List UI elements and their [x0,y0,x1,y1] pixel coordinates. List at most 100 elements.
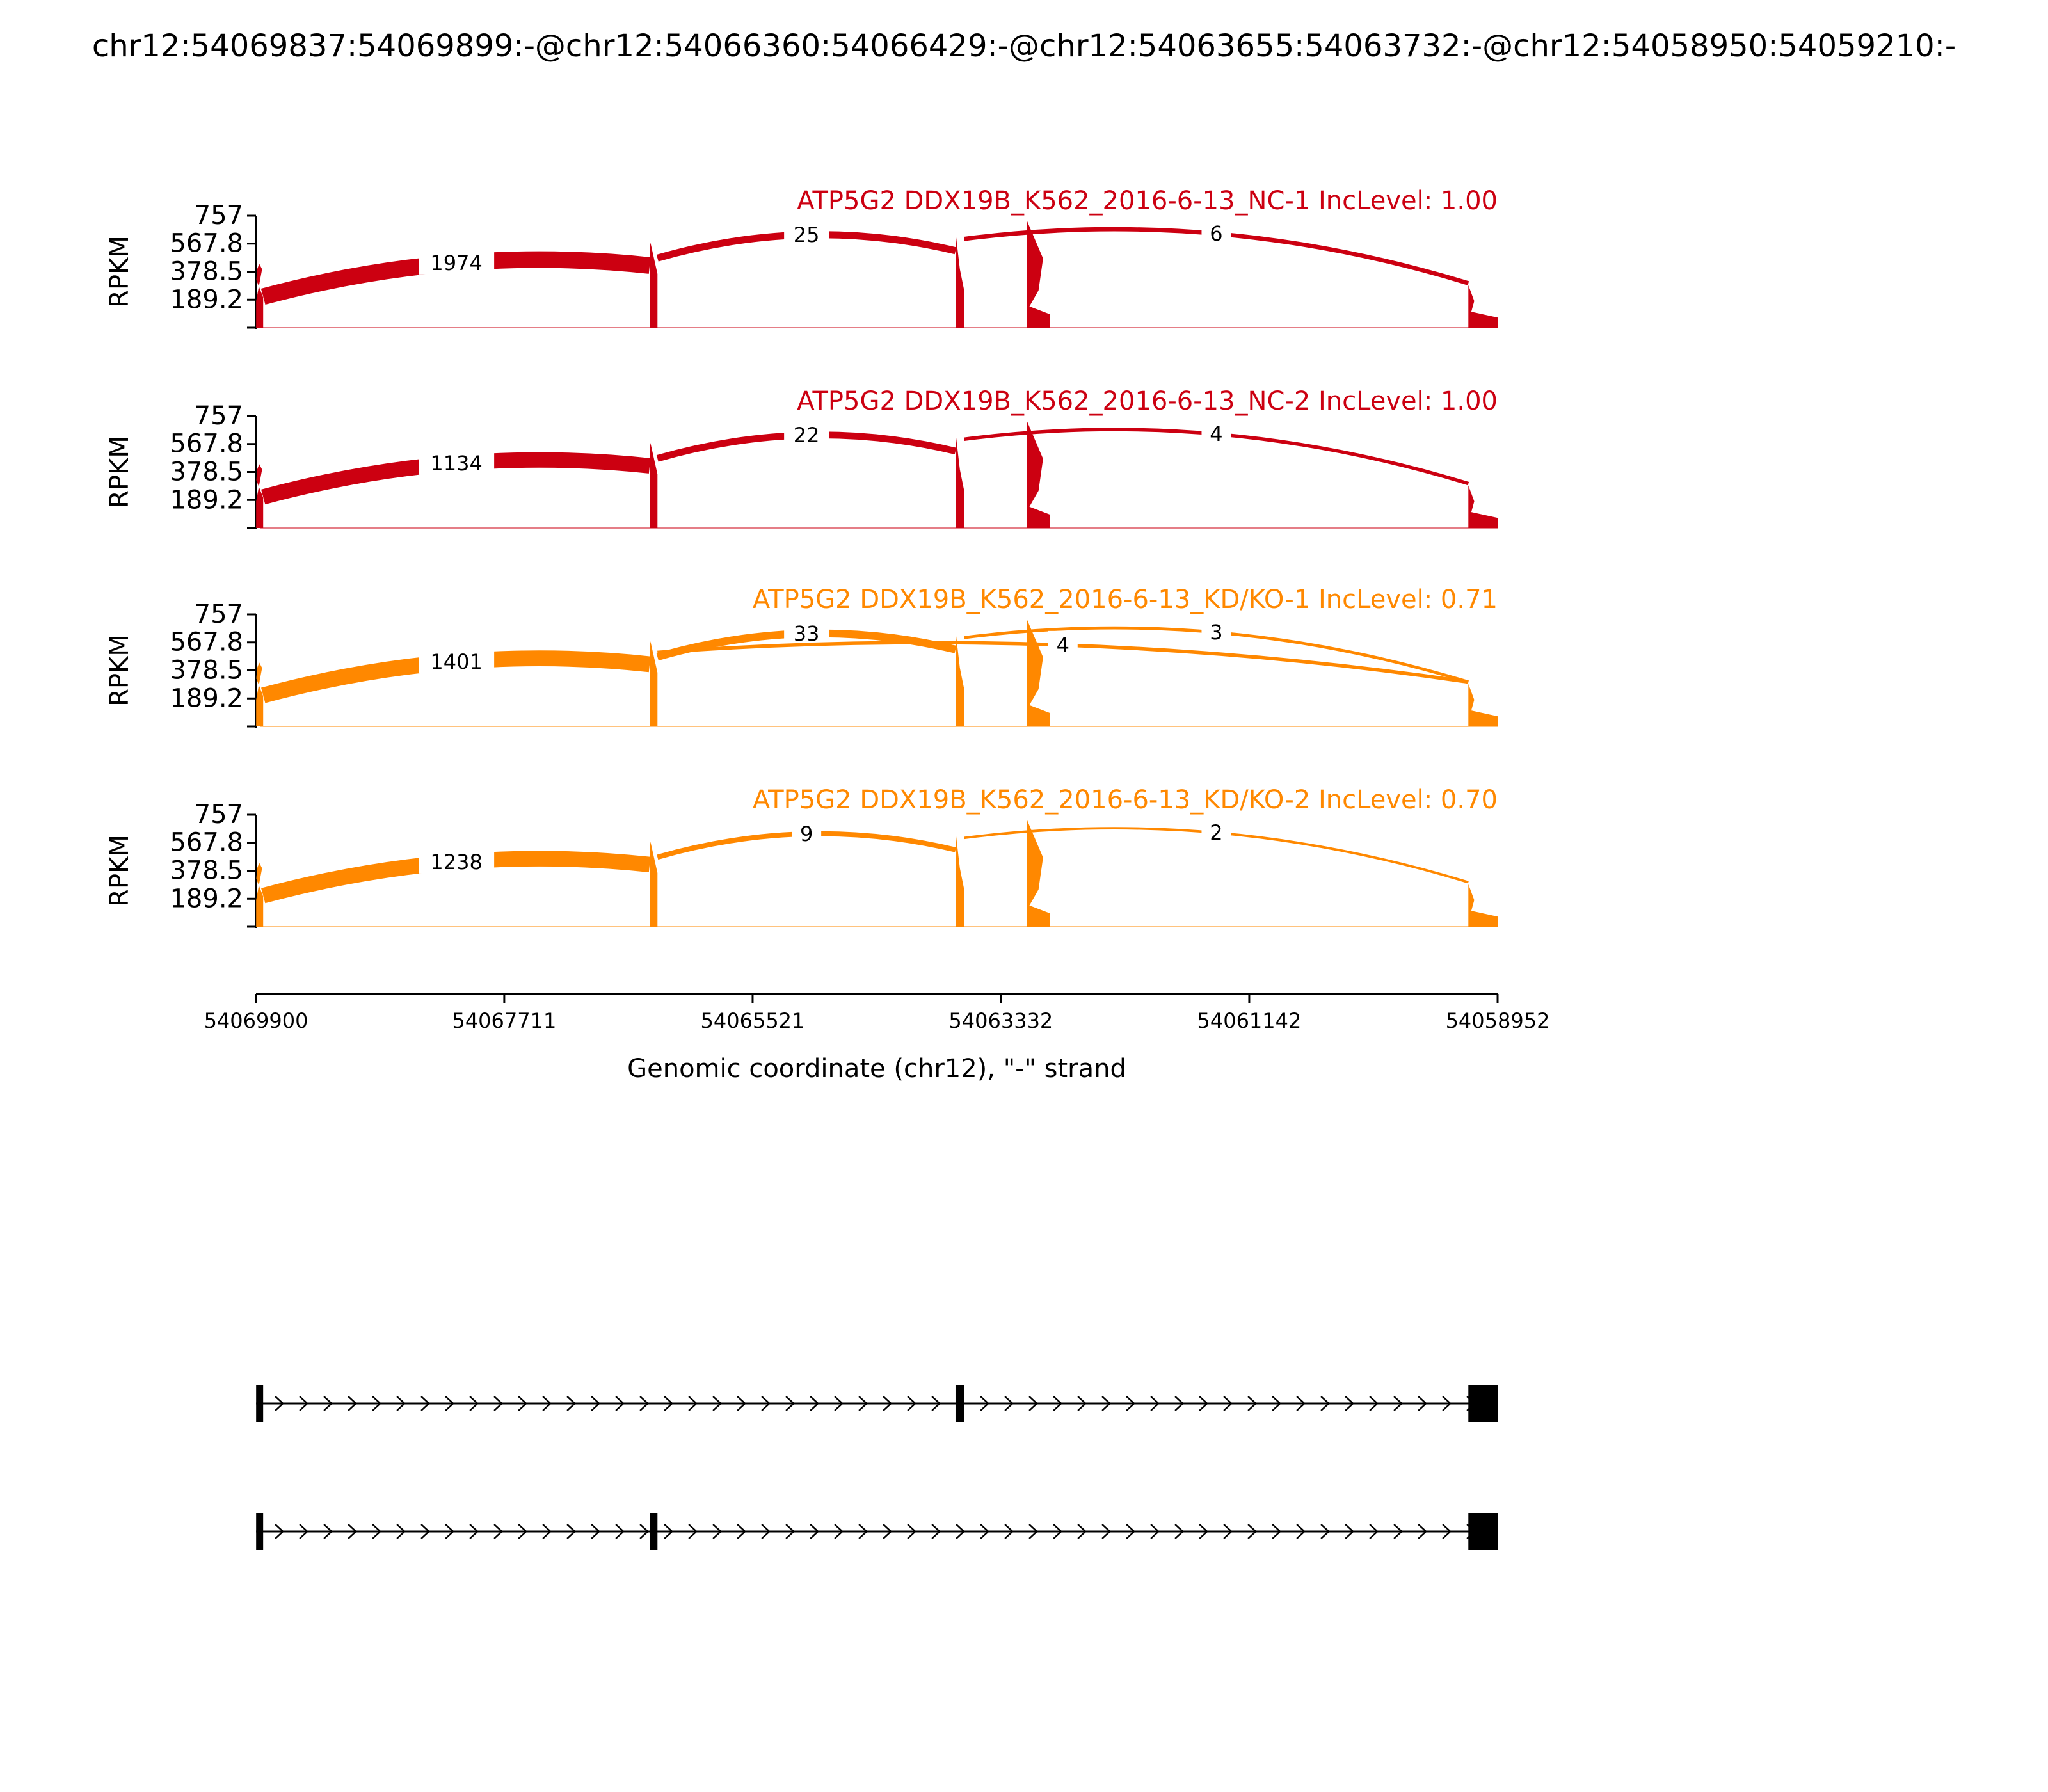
strand-arrow [883,1396,893,1411]
strand-arrow [1247,1524,1258,1539]
exon-coverage [956,232,964,328]
isoform-exon [650,1513,658,1550]
strand-arrow [1442,1524,1452,1539]
strand-arrow [518,1396,528,1411]
x-axis-label: Genomic coordinate (chr12), "-" strand [627,1054,1126,1084]
strand-arrow [542,1524,552,1539]
strand-arrow [1126,1524,1136,1539]
x-tick-label: 54061142 [1197,1009,1301,1033]
exon-coverage [1468,884,1498,927]
strand-arrow [785,1524,796,1539]
exon-coverage [956,432,964,528]
strand-arrow [542,1396,552,1411]
strand-arrow [1199,1396,1209,1411]
isoform-1 [256,1385,1498,1422]
junction-count: 22 [794,423,820,447]
strand-arrow [883,1524,893,1539]
strand-arrow [615,1524,625,1539]
y-axis-label: RPKM [105,236,134,308]
strand-arrow [834,1524,844,1539]
strand-arrow [1053,1396,1063,1411]
figure-title: chr12:54069837:54069899:-@chr12:54066360… [92,28,1956,64]
strand-arrow [469,1396,479,1411]
strand-arrow [445,1396,455,1411]
strand-arrow [1345,1396,1355,1411]
strand-arrow [907,1524,917,1539]
exon-coverage [650,243,658,328]
strand-arrow [1272,1396,1282,1411]
exon-coverage [1027,820,1050,927]
exon-coverage [256,264,264,328]
strand-arrow [1272,1524,1282,1539]
junction-count-background [784,220,829,246]
strand-arrow [1369,1524,1379,1539]
strand-arrow [907,1396,917,1411]
y-tick-label: 567.8 [170,628,243,657]
strand-arrow [1320,1396,1331,1411]
strand-arrow [1345,1524,1355,1539]
strand-arrow [372,1524,382,1539]
isoform-exon [256,1513,264,1550]
strand-arrow [348,1524,358,1539]
strand-arrow [639,1396,650,1411]
strand-arrow [688,1524,698,1539]
strand-arrow [810,1524,820,1539]
junction-count-background [1048,630,1078,657]
strand-arrow [1077,1524,1087,1539]
x-tick-label: 54069900 [204,1009,308,1033]
exon-coverage [256,464,264,528]
isoform-exon [256,1385,264,1422]
strand-arrow [1223,1524,1233,1539]
exon-coverage [1027,421,1050,528]
exon-coverage [956,630,964,726]
strand-arrow [931,1524,941,1539]
junction-count: 33 [794,621,820,646]
junction-count: 1134 [430,451,482,476]
strand-arrow [420,1524,431,1539]
strand-arrow [323,1524,333,1539]
strand-arrow [1150,1396,1160,1411]
strand-arrow [712,1396,723,1411]
junction-count: 3 [1210,620,1222,644]
strand-arrow [688,1396,698,1411]
strand-arrow [1223,1396,1233,1411]
strand-arrow [615,1396,625,1411]
strand-arrow [1174,1396,1185,1411]
x-tick-label: 54065521 [701,1009,805,1033]
strand-arrow [1077,1396,1087,1411]
strand-arrow [737,1524,747,1539]
strand-arrow [396,1524,406,1539]
panel-title: ATP5G2 DDX19B_K562_2016-6-13_NC-1 IncLev… [797,186,1498,216]
y-tick-label: 757 [195,201,243,230]
junction-count-background [1201,420,1231,446]
exon-coverage [650,443,658,528]
junction-count-background [1201,220,1231,246]
y-tick-label: 378.5 [170,656,243,685]
strand-arrow [761,1524,771,1539]
strand-arrow [1320,1524,1331,1539]
y-axis-label: RPKM [105,436,134,508]
panel-title: ATP5G2 DDX19B_K562_2016-6-13_KD/KO-2 Inc… [753,785,1498,815]
strand-arrow [493,1396,504,1411]
strand-arrow [931,1396,941,1411]
y-tick-label: 189.2 [170,285,243,314]
strand-arrow [1126,1396,1136,1411]
exon-coverage [1027,221,1050,328]
y-tick-label: 378.5 [170,856,243,886]
junction-count: 1401 [430,650,482,674]
x-axis: 54069900 54067711 54065521 54063332 54061142… [204,993,1549,1033]
strand-arrow [1369,1396,1379,1411]
strand-arrow [1101,1396,1112,1411]
isoform-2 [256,1513,1498,1550]
strand-arrow [664,1396,674,1411]
isoform-exon [1468,1385,1498,1422]
junction-count-background [784,619,829,645]
strand-arrow [956,1524,966,1539]
junction-count: 1238 [430,850,482,874]
junction-count-background [419,449,495,475]
strand-arrow [566,1396,577,1411]
y-axis-label: RPKM [105,634,134,707]
strand-arrow [1053,1524,1063,1539]
strand-arrow [712,1524,723,1539]
junction-count-background [1201,819,1231,845]
